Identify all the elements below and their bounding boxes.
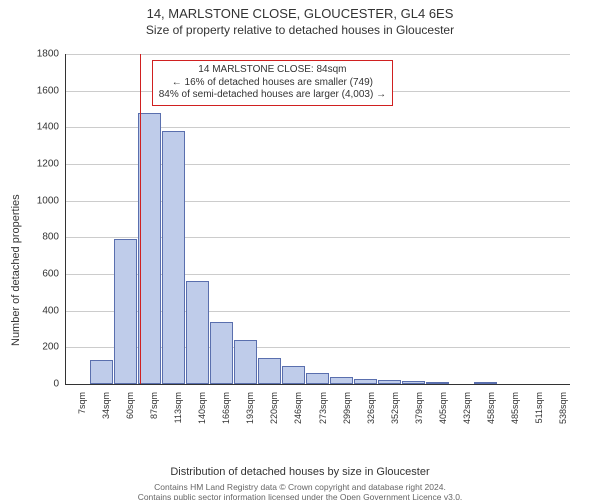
histogram-bar — [186, 281, 209, 384]
y-tick-label: 1400 — [37, 122, 59, 133]
chart-container: { "title_line1": "14, MARLSTONE CLOSE, G… — [0, 6, 600, 500]
callout-line2: ← 16% of detached houses are smaller (74… — [159, 77, 386, 90]
y-tick-label: 200 — [42, 342, 59, 353]
histogram-bar — [90, 360, 113, 384]
x-tick-label: 193sqm — [245, 392, 255, 424]
x-tick-label: 60sqm — [125, 392, 135, 419]
property-marker-line — [140, 54, 141, 384]
x-tick-label: 485sqm — [510, 392, 520, 424]
histogram-bar — [162, 131, 185, 384]
plot-area: 0200400600800100012001400160018007sqm34s… — [65, 54, 570, 424]
x-tick-label: 432sqm — [462, 392, 472, 424]
histogram-bar — [138, 113, 161, 384]
callout-line3: 84% of semi-detached houses are larger (… — [159, 89, 386, 102]
histogram-bar — [402, 381, 425, 384]
x-tick-label: 87sqm — [149, 392, 159, 419]
histogram-bar — [234, 340, 257, 384]
x-tick-label: 273sqm — [318, 392, 328, 424]
histogram-bar — [306, 373, 329, 384]
x-axis-line — [65, 384, 570, 385]
footer-line1: Contains HM Land Registry data © Crown c… — [0, 482, 600, 492]
x-tick-label: 166sqm — [221, 392, 231, 424]
x-tick-label: 113sqm — [173, 392, 183, 423]
y-tick-label: 600 — [42, 269, 59, 280]
x-tick-label: 140sqm — [197, 392, 207, 424]
y-axis-label: Number of detached properties — [10, 194, 22, 346]
x-tick-label: 299sqm — [342, 392, 352, 424]
x-tick-label: 511sqm — [534, 392, 544, 423]
x-tick-label: 7sqm — [77, 392, 87, 414]
callout-line1: 14 MARLSTONE CLOSE: 84sqm — [159, 64, 386, 77]
histogram-bar — [378, 380, 401, 384]
grid-line — [65, 54, 570, 55]
y-tick-label: 0 — [53, 379, 59, 390]
chart-title: 14, MARLSTONE CLOSE, GLOUCESTER, GL4 6ES — [0, 6, 600, 21]
y-tick-label: 1000 — [37, 195, 59, 206]
y-tick-label: 1800 — [37, 49, 59, 60]
x-tick-label: 34sqm — [101, 392, 111, 419]
histogram-bar — [474, 382, 497, 384]
footer-attribution: Contains HM Land Registry data © Crown c… — [0, 482, 600, 500]
histogram-bar — [354, 379, 377, 385]
histogram-bar — [330, 377, 353, 384]
x-tick-label: 246sqm — [293, 392, 303, 424]
property-callout: 14 MARLSTONE CLOSE: 84sqm← 16% of detach… — [152, 60, 393, 106]
footer-line2: Contains public sector information licen… — [0, 492, 600, 500]
x-tick-label: 220sqm — [269, 392, 279, 424]
x-tick-label: 352sqm — [390, 392, 400, 424]
histogram-bar — [114, 239, 137, 384]
y-tick-label: 400 — [42, 305, 59, 316]
x-axis-label: Distribution of detached houses by size … — [0, 466, 600, 478]
y-tick-label: 800 — [42, 232, 59, 243]
histogram-bar — [426, 382, 449, 384]
y-tick-label: 1600 — [37, 85, 59, 96]
x-tick-label: 458sqm — [486, 392, 496, 424]
y-axis-line — [65, 54, 66, 384]
x-tick-label: 379sqm — [414, 392, 424, 424]
x-tick-label: 538sqm — [558, 392, 568, 424]
histogram-bar — [210, 322, 233, 384]
chart-subtitle: Size of property relative to detached ho… — [0, 23, 600, 37]
histogram-bar — [258, 358, 281, 384]
y-tick-label: 1200 — [37, 159, 59, 170]
x-tick-label: 326sqm — [366, 392, 376, 424]
x-tick-label: 405sqm — [438, 392, 448, 424]
histogram-bar — [282, 366, 305, 384]
